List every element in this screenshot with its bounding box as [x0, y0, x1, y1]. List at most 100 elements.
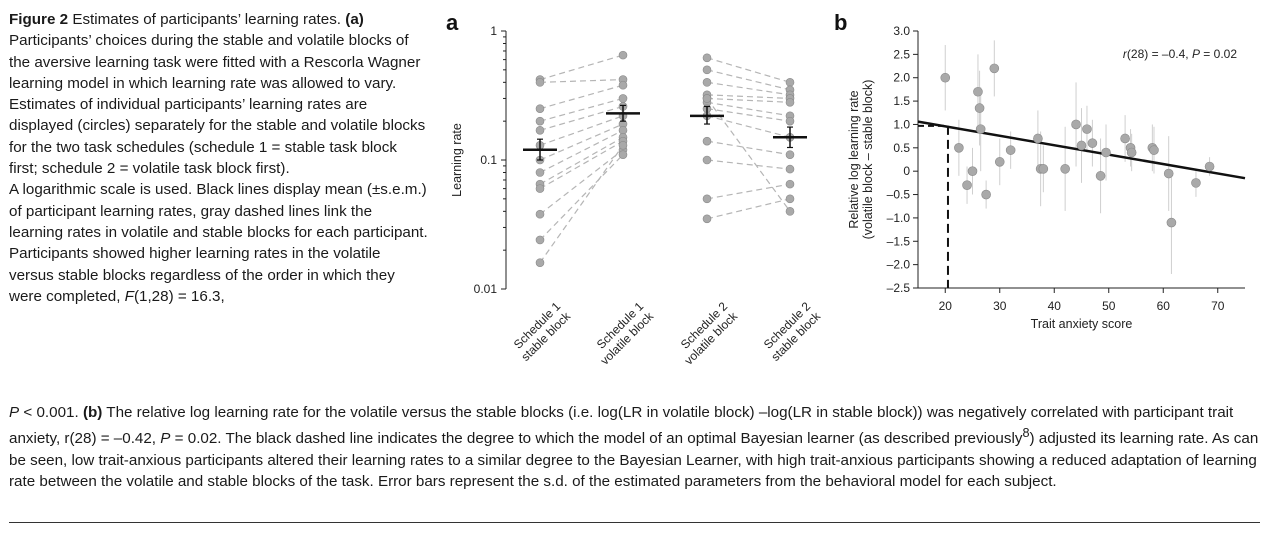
- panel-b-point: [967, 166, 978, 176]
- panel-b-y-tick-label: 2.5: [893, 47, 910, 61]
- figure-label: Figure 2: [9, 11, 69, 28]
- panel-b-point: [940, 72, 951, 83]
- panel-b-point: [1149, 145, 1159, 155]
- panel-a-point: [702, 78, 712, 87]
- caption-b-ref: 8: [1022, 426, 1030, 441]
- panel-a-point: [702, 94, 712, 103]
- panel-a-point: [618, 150, 628, 159]
- panel-b-point: [1071, 119, 1081, 130]
- panel-b-y-tick-label: –1.0: [887, 211, 911, 225]
- panel-a-pair-line: [706, 57, 791, 83]
- stat-p-label: P: [9, 404, 20, 421]
- panel-a-pair-line: [706, 101, 791, 117]
- panel-a-point: [535, 209, 545, 219]
- panel-a-pair-line: [539, 136, 624, 185]
- panel-a-point: [785, 194, 795, 204]
- stat-p-value: < 0.001.: [23, 404, 79, 421]
- panel-a-point: [785, 207, 795, 216]
- panel-b-point: [1005, 145, 1016, 155]
- panel-a-pair-line: [706, 108, 791, 122]
- panel-a-pair-line: [539, 115, 624, 146]
- panel-b-point: [973, 86, 983, 97]
- panel-a-point: [785, 98, 795, 107]
- panel-a-pair-line: [539, 105, 624, 131]
- panel-a-point: [535, 116, 545, 126]
- panel-a-pair-line: [706, 69, 791, 91]
- panel-b-point: [1126, 147, 1137, 158]
- panel-b-point: [1191, 178, 1201, 188]
- panel-b-point: [989, 63, 1000, 74]
- panel-a-point: [702, 53, 712, 63]
- panel-a-pair-line: [539, 129, 624, 174]
- panel-a-pair-line: [539, 140, 624, 190]
- panel-a-pair-line: [539, 79, 624, 83]
- panel-a-letter: a: [446, 10, 459, 35]
- panel-b-x-tick-label: 60: [1157, 299, 1171, 313]
- panel-a-pair-line: [706, 94, 791, 100]
- panel-b-point: [1033, 133, 1043, 144]
- panel-b-x-label: Trait anxiety score: [1031, 317, 1133, 331]
- panel-b-y-tick-label: –0.5: [887, 188, 911, 202]
- panel-b-point: [1082, 124, 1092, 134]
- panel-b-x-tick-label: 40: [1048, 299, 1062, 313]
- panel-b-annotation: r(28) = –0.4, P = 0.02: [1123, 47, 1237, 61]
- panel-a-pair-line: [706, 98, 791, 212]
- panel-b-point: [1120, 133, 1130, 144]
- figure-caption-bottom: P < 0.001. (b) The relative log learning…: [9, 402, 1264, 492]
- panel-a-pair-line: [539, 123, 624, 161]
- panel-b-y-tick-label: 1.5: [893, 94, 910, 108]
- figure-title: Estimates of participants’ learning rate…: [72, 11, 342, 28]
- panel-a-pair-line: [539, 144, 624, 264]
- panel-b-y-label: Relative log learning rate (volatile bloc…: [847, 80, 875, 240]
- stat-f-df: (1,28) = 16.3,: [133, 287, 225, 305]
- panel-b-y-tick-label: 1.0: [893, 117, 910, 131]
- panel-a-pair-line: [539, 149, 624, 215]
- panel-a-y-label: Learning rate: [450, 123, 464, 197]
- panel-b-point: [1101, 147, 1111, 158]
- panel-b-point: [1204, 161, 1215, 172]
- panel-a-point: [785, 179, 795, 189]
- panel-b-point: [1038, 164, 1049, 174]
- panel-b-x-tick-label: 30: [993, 299, 1007, 313]
- panel-a-pair-line: [706, 140, 791, 156]
- panel-a-point: [702, 155, 712, 165]
- panel-b-y-label-line: (volatile block – stable block): [861, 80, 875, 240]
- panel-b-x-tick-label: 20: [939, 299, 953, 313]
- panel-b-y-tick-label: –1.5: [887, 234, 911, 248]
- panel-b-point: [1087, 138, 1098, 148]
- panel-a-point: [535, 184, 545, 193]
- panel-b-point: [954, 143, 964, 153]
- panel-b-point: [994, 157, 1005, 167]
- caption-b-p-label: P: [160, 430, 171, 448]
- caption-a-text: Participants’ choices during the stable …: [9, 32, 426, 178]
- panel-a-point: [535, 78, 545, 87]
- panel-b-point: [974, 103, 985, 113]
- caption-b-text1: The relative log learning rate for the v…: [9, 404, 1234, 448]
- caption-a-label: (a): [345, 11, 364, 28]
- panel-a-point: [535, 104, 545, 113]
- panel-a-point: [702, 214, 712, 224]
- panel-a-point: [618, 50, 628, 60]
- panel-a-pair-line: [706, 159, 791, 170]
- panel-b-y-tick-label: –2.5: [887, 281, 911, 295]
- panel-b-annotation-r: r: [1123, 47, 1128, 61]
- panel-b-y-tick-label: 0.5: [893, 141, 910, 155]
- panel-b-y-tick-label: 3.0: [893, 24, 910, 38]
- panel-a-y-tick-label: 1: [490, 24, 497, 38]
- panel-a-pair-line: [539, 54, 624, 81]
- panel-b-y-label-line: Relative log learning rate: [847, 90, 861, 228]
- panel-b-annotation-p-text: = 0.02: [1200, 47, 1237, 61]
- panel-a-pair-line: [539, 84, 624, 110]
- panel-b-point: [1166, 217, 1177, 228]
- panel-a-pair-line: [706, 198, 791, 220]
- panel-b-y-tick-label: 2.0: [893, 71, 910, 85]
- panel-b-annotation-r-text: (28) = –0.4,: [1127, 47, 1192, 61]
- panel-a-point: [702, 194, 712, 204]
- panel-b-point: [1060, 164, 1070, 174]
- panel-a-point: [535, 235, 545, 245]
- caption-b-label: (b): [82, 404, 103, 421]
- panel-a-pair-line: [706, 81, 791, 96]
- panel-a-point: [785, 150, 795, 159]
